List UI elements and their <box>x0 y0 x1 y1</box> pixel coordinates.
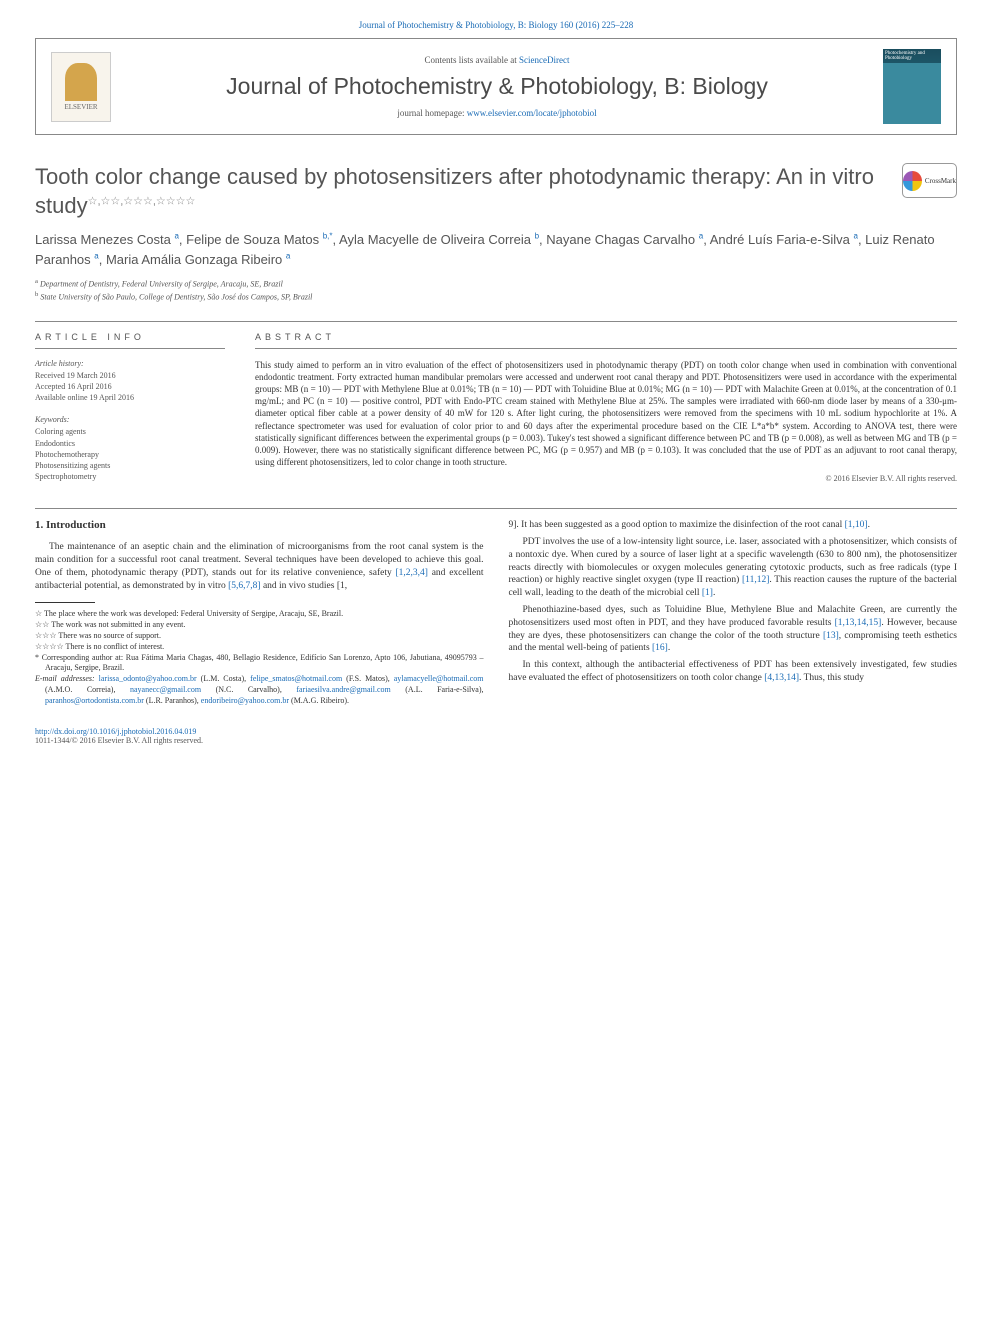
accepted-date: Accepted 16 April 2016 <box>35 381 225 392</box>
sciencedirect-link[interactable]: ScienceDirect <box>519 55 569 65</box>
article-title-text: Tooth color change caused by photosensit… <box>35 164 874 218</box>
email-link[interactable]: felipe_smatos@hotmail.com <box>250 674 342 683</box>
keyword: Photosensitizing agents <box>35 460 225 471</box>
abstract-col: ABSTRACT This study aimed to perform an … <box>255 332 957 483</box>
title-star-markers: ☆,☆☆,☆☆☆,☆☆☆☆ <box>88 195 196 207</box>
contents-prefix: Contents lists available at <box>425 55 519 65</box>
citation-link[interactable]: [13] <box>823 631 839 641</box>
keyword: Photochemotherapy <box>35 449 225 460</box>
affiliation-b: b State University of São Paulo, College… <box>35 290 957 303</box>
abstract-label: ABSTRACT <box>255 332 957 342</box>
top-citation: Journal of Photochemistry & Photobiology… <box>35 20 957 30</box>
footnote-emails: E-mail addresses: larissa_odonto@yahoo.c… <box>35 674 484 706</box>
article-title-row: Tooth color change caused by photosensit… <box>35 163 957 220</box>
history-label: Article history: <box>35 359 225 368</box>
tree-icon <box>65 63 97 101</box>
body-col-left: 1. Introduction The maintenance of an as… <box>35 519 484 706</box>
body-columns: 1. Introduction The maintenance of an as… <box>35 519 957 706</box>
body-paragraph: PDT involves the use of a low-intensity … <box>509 536 958 600</box>
citation-link[interactable]: [1,2,3,4] <box>396 568 428 578</box>
article-info-label: ARTICLE INFO <box>35 332 225 342</box>
abstract-copyright: © 2016 Elsevier B.V. All rights reserved… <box>255 474 957 483</box>
online-date: Available online 19 April 2016 <box>35 392 225 403</box>
keywords-label: Keywords: <box>35 415 225 424</box>
homepage-link[interactable]: www.elsevier.com/locate/jphotobiol <box>467 108 597 118</box>
cover-thumb-image <box>883 63 941 124</box>
citation-link[interactable]: [4,13,14] <box>764 673 799 683</box>
citation-link[interactable]: [1,10] <box>845 520 868 530</box>
journal-title: Journal of Photochemistry & Photobiology… <box>125 73 869 100</box>
cover-thumb-title: Photochemistry and Photobiology <box>883 49 941 63</box>
crossmark-icon <box>903 171 922 191</box>
body-paragraph: In this context, although the antibacter… <box>509 659 958 685</box>
email-link[interactable]: endoribeiro@yahoo.com.br <box>201 696 289 705</box>
header-center: Contents lists available at ScienceDirec… <box>125 55 869 118</box>
meta-row: ARTICLE INFO Article history: Received 1… <box>35 332 957 483</box>
citation-link[interactable]: [16] <box>652 643 668 653</box>
received-date: Received 19 March 2016 <box>35 370 225 381</box>
elsevier-logo: ELSEVIER <box>51 52 111 122</box>
email-link[interactable]: aylamacyelle@hotmail.com <box>394 674 484 683</box>
homepage-prefix: journal homepage: <box>397 108 466 118</box>
email-link[interactable]: paranhos@ortodontista.com.br <box>45 696 144 705</box>
citation-link[interactable]: [1] <box>702 588 713 598</box>
abstract-text: This study aimed to perform an in vitro … <box>255 359 957 468</box>
doi-link[interactable]: http://dx.doi.org/10.1016/j.jphotobiol.2… <box>35 727 196 736</box>
keywords-block: Keywords: Coloring agents Endodontics Ph… <box>35 415 225 482</box>
email-link[interactable]: larissa_odonto@yahoo.com.br <box>99 674 197 683</box>
footnote-1: ☆ The place where the work was developed… <box>35 609 484 620</box>
affiliations: a Department of Dentistry, Federal Unive… <box>35 277 957 303</box>
citation-link[interactable]: [5,6,7,8] <box>228 581 260 591</box>
elsevier-logo-text: ELSEVIER <box>64 103 97 111</box>
footnote-2: ☆☆ The work was not submitted in any eve… <box>35 620 484 631</box>
body-paragraph: The maintenance of an aseptic chain and … <box>35 541 484 592</box>
citation-link[interactable]: [11,12] <box>742 575 769 585</box>
body-paragraph: Phenothiazine-based dyes, such as Toluid… <box>509 604 958 655</box>
body-paragraph: 9]. It has been suggested as a good opti… <box>509 519 958 532</box>
keyword: Coloring agents <box>35 426 225 437</box>
divider <box>35 508 957 509</box>
crossmark-label: CrossMark <box>925 177 956 185</box>
email-link[interactable]: nayanecc@gmail.com <box>130 685 201 694</box>
authors-list: Larissa Menezes Costa a, Felipe de Souza… <box>35 230 957 269</box>
keyword: Endodontics <box>35 438 225 449</box>
crossmark-badge[interactable]: CrossMark <box>902 163 957 198</box>
journal-homepage: journal homepage: www.elsevier.com/locat… <box>125 108 869 118</box>
footnote-3: ☆☆☆ There was no source of support. <box>35 631 484 642</box>
footnote-divider <box>35 602 95 603</box>
article-title: Tooth color change caused by photosensit… <box>35 163 892 220</box>
divider <box>255 348 957 349</box>
contents-line: Contents lists available at ScienceDirec… <box>125 55 869 65</box>
body-col-right: 9]. It has been suggested as a good opti… <box>509 519 958 706</box>
journal-header: ELSEVIER Contents lists available at Sci… <box>35 38 957 135</box>
article-info-col: ARTICLE INFO Article history: Received 1… <box>35 332 225 483</box>
citation-link[interactable]: [1,13,14,15] <box>835 618 882 628</box>
issn-copyright: 1011-1344/© 2016 Elsevier B.V. All right… <box>35 736 203 745</box>
affiliation-a: a Department of Dentistry, Federal Unive… <box>35 277 957 290</box>
cover-thumbnail: Photochemistry and Photobiology <box>883 49 941 124</box>
page-footer: http://dx.doi.org/10.1016/j.jphotobiol.2… <box>35 727 957 745</box>
footnote-corresponding: * Corresponding author at: Rua Fátima Ma… <box>35 653 484 675</box>
footnote-4: ☆☆☆☆ There is no conflict of interest. <box>35 642 484 653</box>
divider <box>35 321 957 322</box>
email-link[interactable]: fariaesilva.andre@gmail.com <box>296 685 390 694</box>
section-heading: 1. Introduction <box>35 519 484 531</box>
keyword: Spectrophotometry <box>35 471 225 482</box>
divider <box>35 348 225 349</box>
